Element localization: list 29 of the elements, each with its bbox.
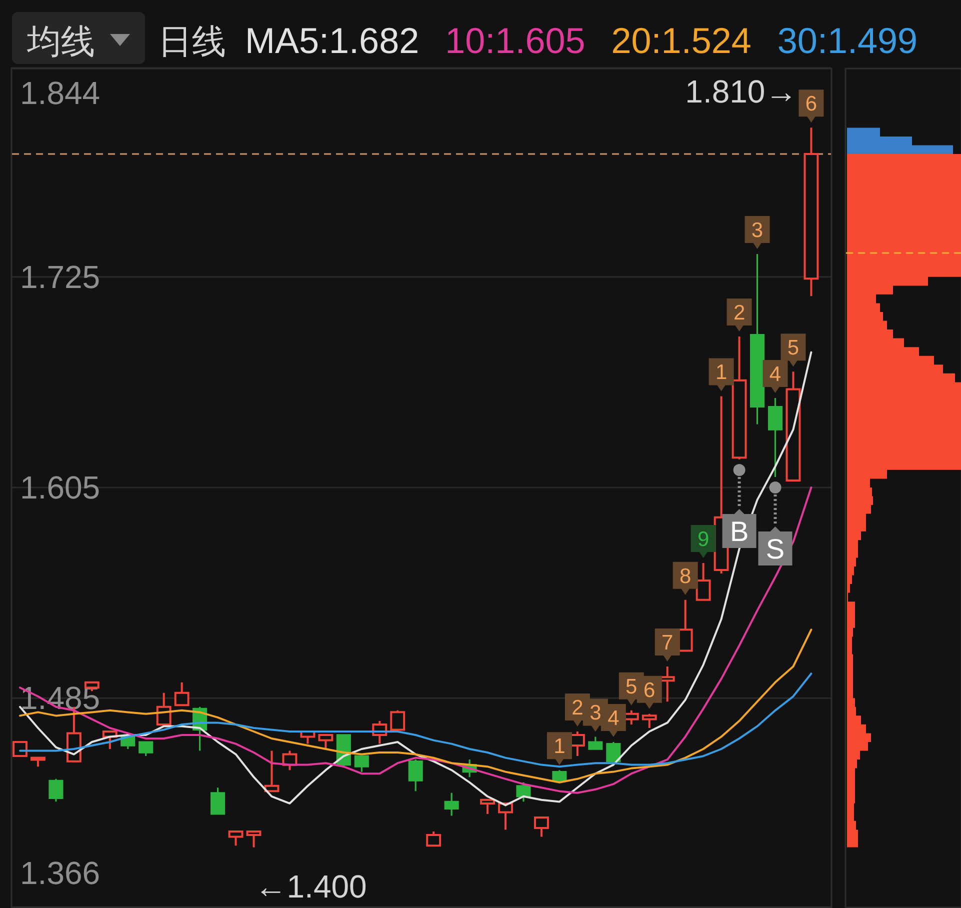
y-tick-label: 1.366 (20, 855, 100, 891)
annotation: 6 (805, 92, 818, 116)
annotation: 3 (751, 219, 764, 242)
text: 10:1.605 (445, 20, 586, 61)
legend-title: 均线 (26, 23, 95, 61)
annotation: 5 (787, 336, 800, 360)
annotation: 2 (733, 302, 746, 325)
annotation: 8 (680, 564, 692, 588)
annotation: 3 (590, 702, 602, 725)
annotation: 4 (608, 707, 620, 730)
text: 20:1.524 (611, 20, 752, 61)
text: MA5:1.682 (245, 20, 420, 61)
annotation: 1 (715, 361, 728, 384)
annotation: 7 (662, 632, 674, 655)
annotation: 2 (572, 696, 584, 720)
annotation: 4 (769, 362, 782, 386)
annotation: 6 (644, 678, 656, 702)
annotation: 1 (554, 735, 566, 758)
annotation: 1.810→ (685, 74, 798, 110)
y-tick-label: 1.725 (20, 258, 100, 295)
annotation: S (766, 534, 785, 564)
text: 30:1.499 (777, 20, 918, 61)
y-tick-label: 1.605 (20, 470, 100, 506)
annotation: 9 (697, 528, 710, 551)
annotation: 5 (626, 675, 638, 698)
annotation: B (730, 516, 749, 547)
annotation: ←1.400 (254, 868, 367, 904)
chart-title: 日线 (158, 23, 226, 61)
y-tick-label: 1.844 (20, 75, 100, 111)
